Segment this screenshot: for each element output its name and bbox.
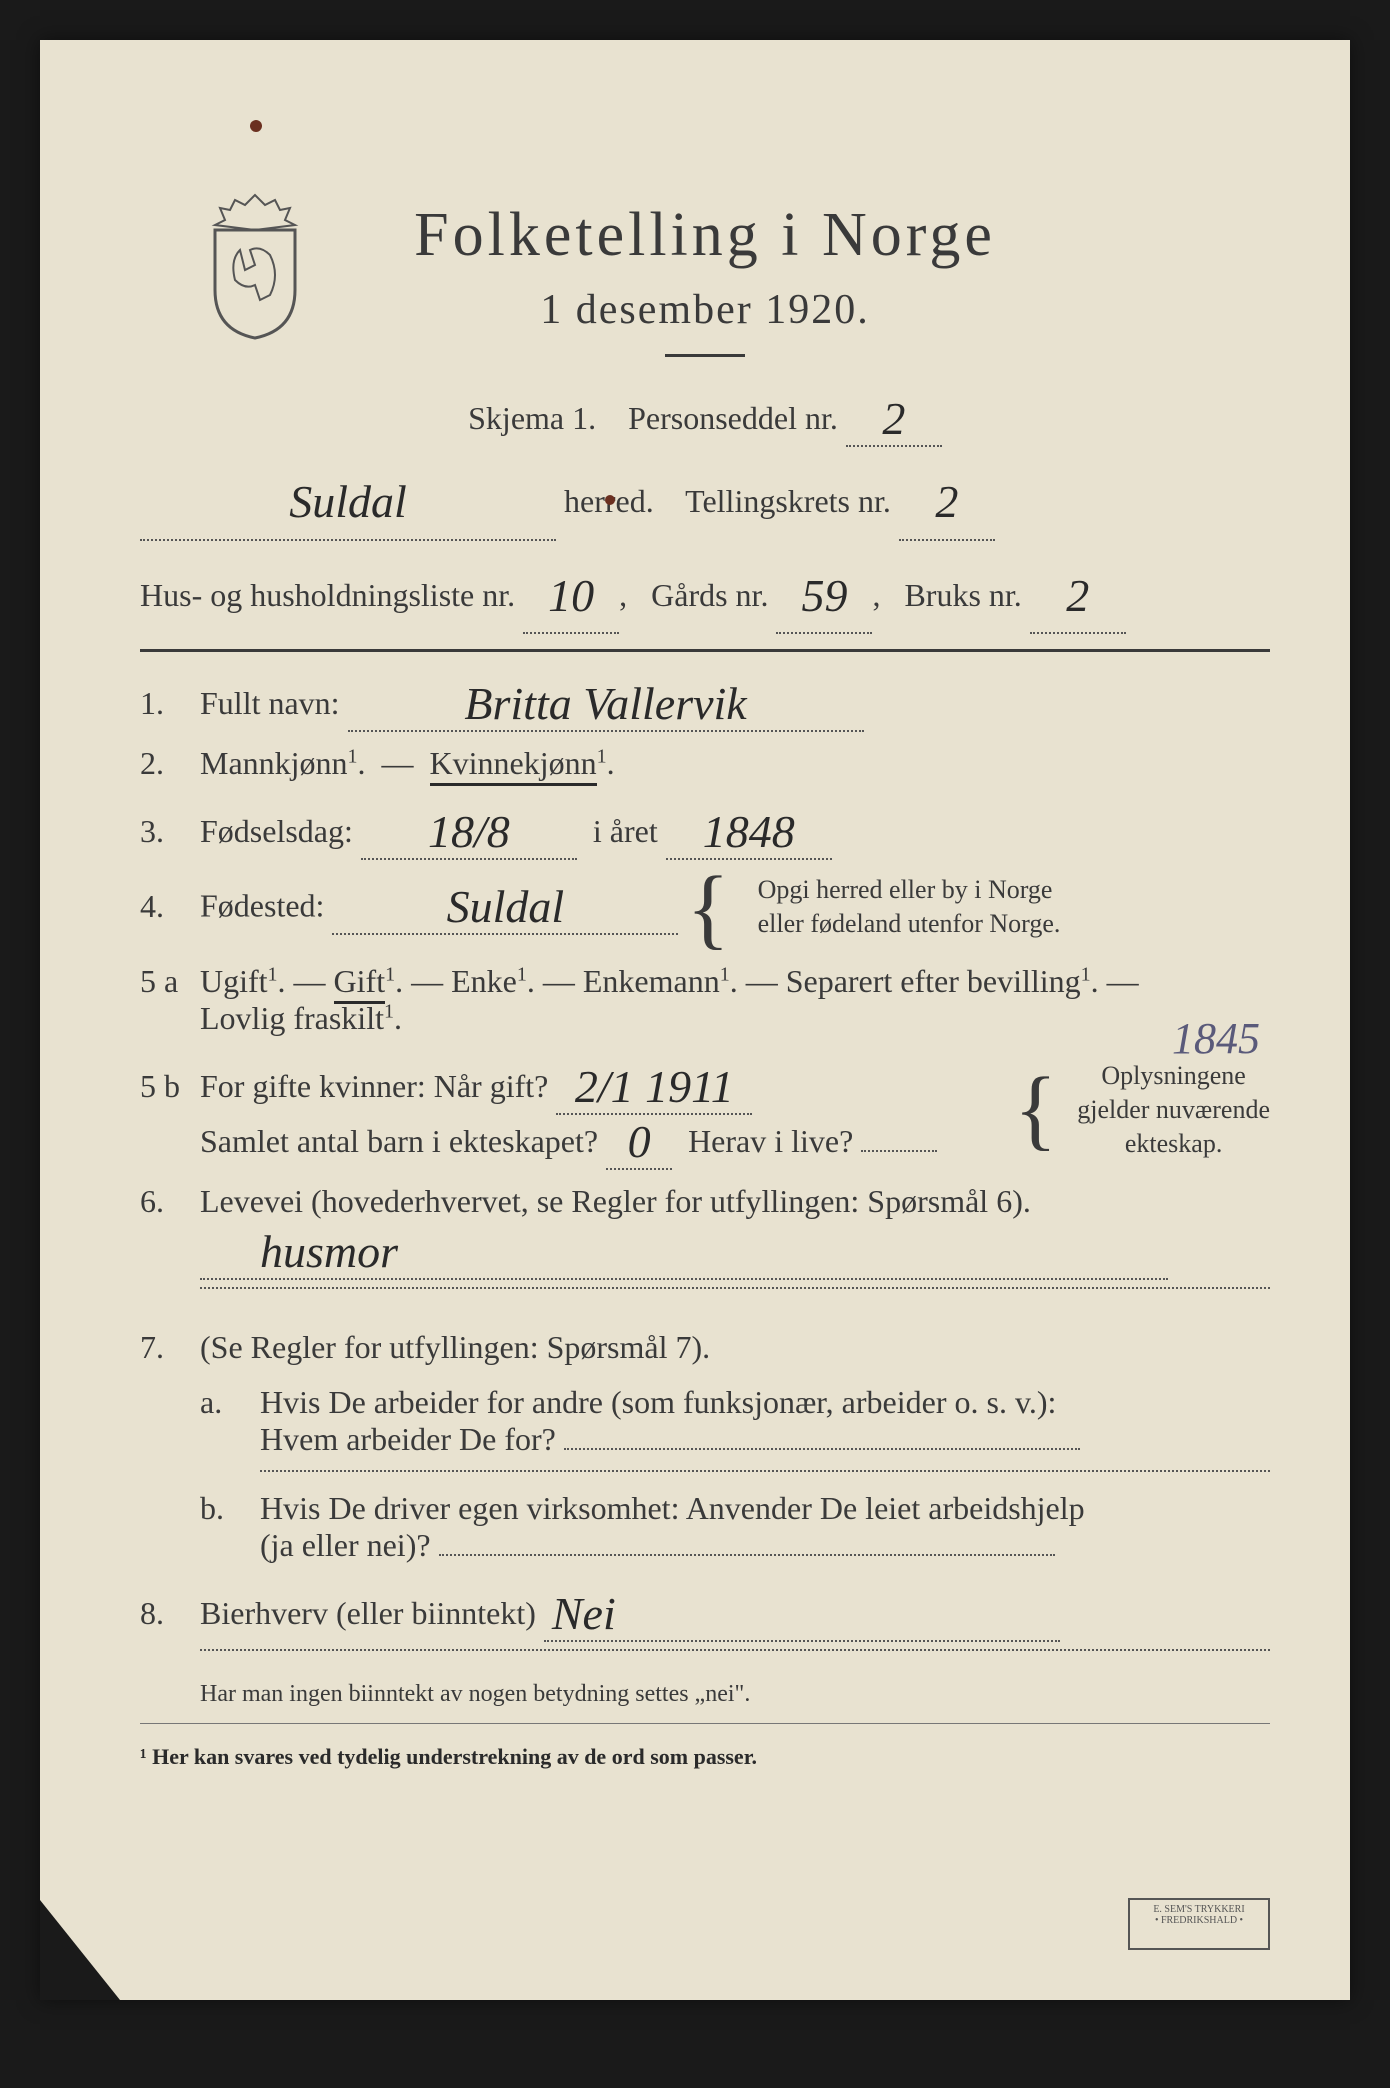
gards-label: Gårds nr. (651, 577, 768, 613)
question-6: 6. Levevei (hovederhvervet, se Regler fo… (140, 1183, 1270, 1289)
q8-num: 8. (140, 1595, 200, 1632)
dotted-line (200, 1285, 1270, 1289)
q7b-text1: Hvis De driver egen virksomhet: Anvender… (260, 1490, 1085, 1526)
census-form-page: Folketelling i Norge 1 desember 1920. Sk… (40, 40, 1350, 2000)
q5b-num: 5 b (140, 1068, 200, 1105)
footnote-2: ¹ Her kan svares ved tydelig understrekn… (140, 1744, 1270, 1770)
question-2: 2. Mannkjønn1. — Kvinnekjønn1. (140, 745, 1270, 782)
herred-value: Suldal (140, 465, 556, 541)
question-5b: 5 b For gifte kvinner: Når gift? 2/1 191… (140, 1055, 1270, 1165)
q6-num: 6. (140, 1183, 200, 1220)
q4-num: 4. (140, 888, 200, 925)
q5a-fraskilt: Lovlig fraskilt (200, 1000, 384, 1036)
question-7: 7. (Se Regler for utfyllingen: Spørsmål … (140, 1329, 1270, 1366)
form-meta-row1: Skjema 1. Personseddel nr. 2 (140, 387, 1270, 442)
q5b-gift-date: 2/1 1911 (556, 1060, 752, 1115)
husliste-label: Hus- og husholdningsliste nr. (140, 577, 515, 613)
q7a-value (564, 1448, 1080, 1450)
footnote-divider (140, 1723, 1270, 1724)
q7b-label: b. (200, 1490, 260, 1527)
q1-label: Fullt navn: (200, 685, 340, 721)
q5a-margin-year: 1845 (1172, 1013, 1260, 1064)
q7a-text2: Hvem arbeider De for? (260, 1421, 556, 1457)
q5a-enkemann: Enkemann (583, 963, 720, 999)
header-divider (665, 354, 745, 357)
q7a-label: a. (200, 1384, 260, 1421)
q4-note: Opgi herred eller by i Norge eller fødel… (758, 873, 1061, 941)
q3-year: 1848 (666, 805, 832, 860)
question-5a: 5 a Ugift1. — Gift1. — Enke1. — Enkemann… (140, 963, 1270, 1037)
q5a-enke: Enke (451, 963, 517, 999)
q5a-ugift: Ugift (200, 963, 268, 999)
q7-label: (Se Regler for utfyllingen: Spørsmål 7). (200, 1329, 710, 1365)
personseddel-label: Personseddel nr. (628, 400, 838, 436)
q3-num: 3. (140, 813, 200, 850)
q7-num: 7. (140, 1329, 200, 1366)
coat-of-arms-icon (200, 190, 310, 340)
q1-num: 1. (140, 685, 200, 722)
q2-num: 2. (140, 745, 200, 782)
tellingskrets-nr: 2 (899, 465, 995, 541)
question-7a: a. Hvis De arbeider for andre (som funks… (200, 1384, 1270, 1472)
q5b-barn-total: 0 (606, 1115, 672, 1170)
bruks-label: Bruks nr. (904, 577, 1021, 613)
question-8: 8. Bierhverv (eller biinntekt) Nei (140, 1582, 1270, 1651)
q6-value: husmor (200, 1225, 1168, 1280)
form-meta-row2: Suldal herred. Tellingskrets nr. 2 (140, 460, 1270, 536)
brace-icon: { (686, 873, 729, 945)
q4-value: Suldal (332, 880, 678, 935)
q7b-text2: (ja eller nei)? (260, 1527, 431, 1563)
gards-nr: 59 (776, 559, 872, 635)
question-4: 4. Fødested: Suldal { Opgi herred eller … (140, 873, 1270, 945)
skjema-label: Skjema 1. (468, 400, 596, 436)
form-meta-row3: Hus- og husholdningsliste nr. 10, Gårds … (140, 554, 1270, 630)
q5a-separert: Separert efter bevilling (786, 963, 1081, 999)
printer-stamp: E. SEM'S TRYKKERI• FREDRIKSHALD • (1128, 1898, 1270, 1950)
question-7b: b. Hvis De driver egen virksomhet: Anven… (200, 1490, 1270, 1564)
q7a-text1: Hvis De arbeider for andre (som funksjon… (260, 1384, 1056, 1420)
stain-dot (250, 120, 262, 132)
torn-corner (40, 1900, 120, 2000)
q3-label: Fødselsdag: (200, 813, 353, 849)
q5b-label1: For gifte kvinner: Når gift? (200, 1068, 548, 1104)
q5a-num: 5 a (140, 963, 200, 1000)
brace-icon: { (1014, 1074, 1057, 1146)
q7b-value (439, 1554, 1055, 1556)
q1-value: Britta Vallervik (348, 677, 864, 732)
section-divider (140, 649, 1270, 652)
q4-label: Fødested: (200, 888, 324, 924)
q5a-gift: Gift (334, 963, 386, 1004)
husliste-nr: 10 (523, 559, 619, 635)
q5b-label3: Herav i live? (688, 1123, 853, 1159)
q5b-note: Oplysningene gjelder nuværende ekteskap. (1077, 1059, 1270, 1160)
dotted-line (200, 1647, 1270, 1651)
q5b-label2: Samlet antal barn i ekteskapet? (200, 1123, 598, 1159)
q5b-barn-live (861, 1150, 937, 1152)
question-3: 3. Fødselsdag: 18/8 i året 1848 (140, 800, 1270, 855)
dotted-line (260, 1468, 1270, 1472)
stain-dot (605, 495, 615, 505)
question-1: 1. Fullt navn: Britta Vallervik (140, 672, 1270, 727)
q8-label: Bierhverv (eller biinntekt) (200, 1595, 536, 1631)
q8-value: Nei (544, 1587, 1060, 1642)
tellingskrets-label: Tellingskrets nr. (685, 483, 891, 519)
q3-year-label: i året (593, 813, 658, 849)
bruks-nr: 2 (1030, 559, 1126, 635)
q2-kvinne: Kvinnekjønn (430, 745, 597, 786)
q3-day: 18/8 (361, 805, 577, 860)
footnote-1: Har man ingen biinntekt av nogen betydni… (200, 1681, 1270, 1708)
personseddel-nr: 2 (846, 392, 942, 447)
q6-label: Levevei (hovederhvervet, se Regler for u… (200, 1183, 1031, 1219)
q2-mann: Mannkjønn (200, 745, 348, 781)
